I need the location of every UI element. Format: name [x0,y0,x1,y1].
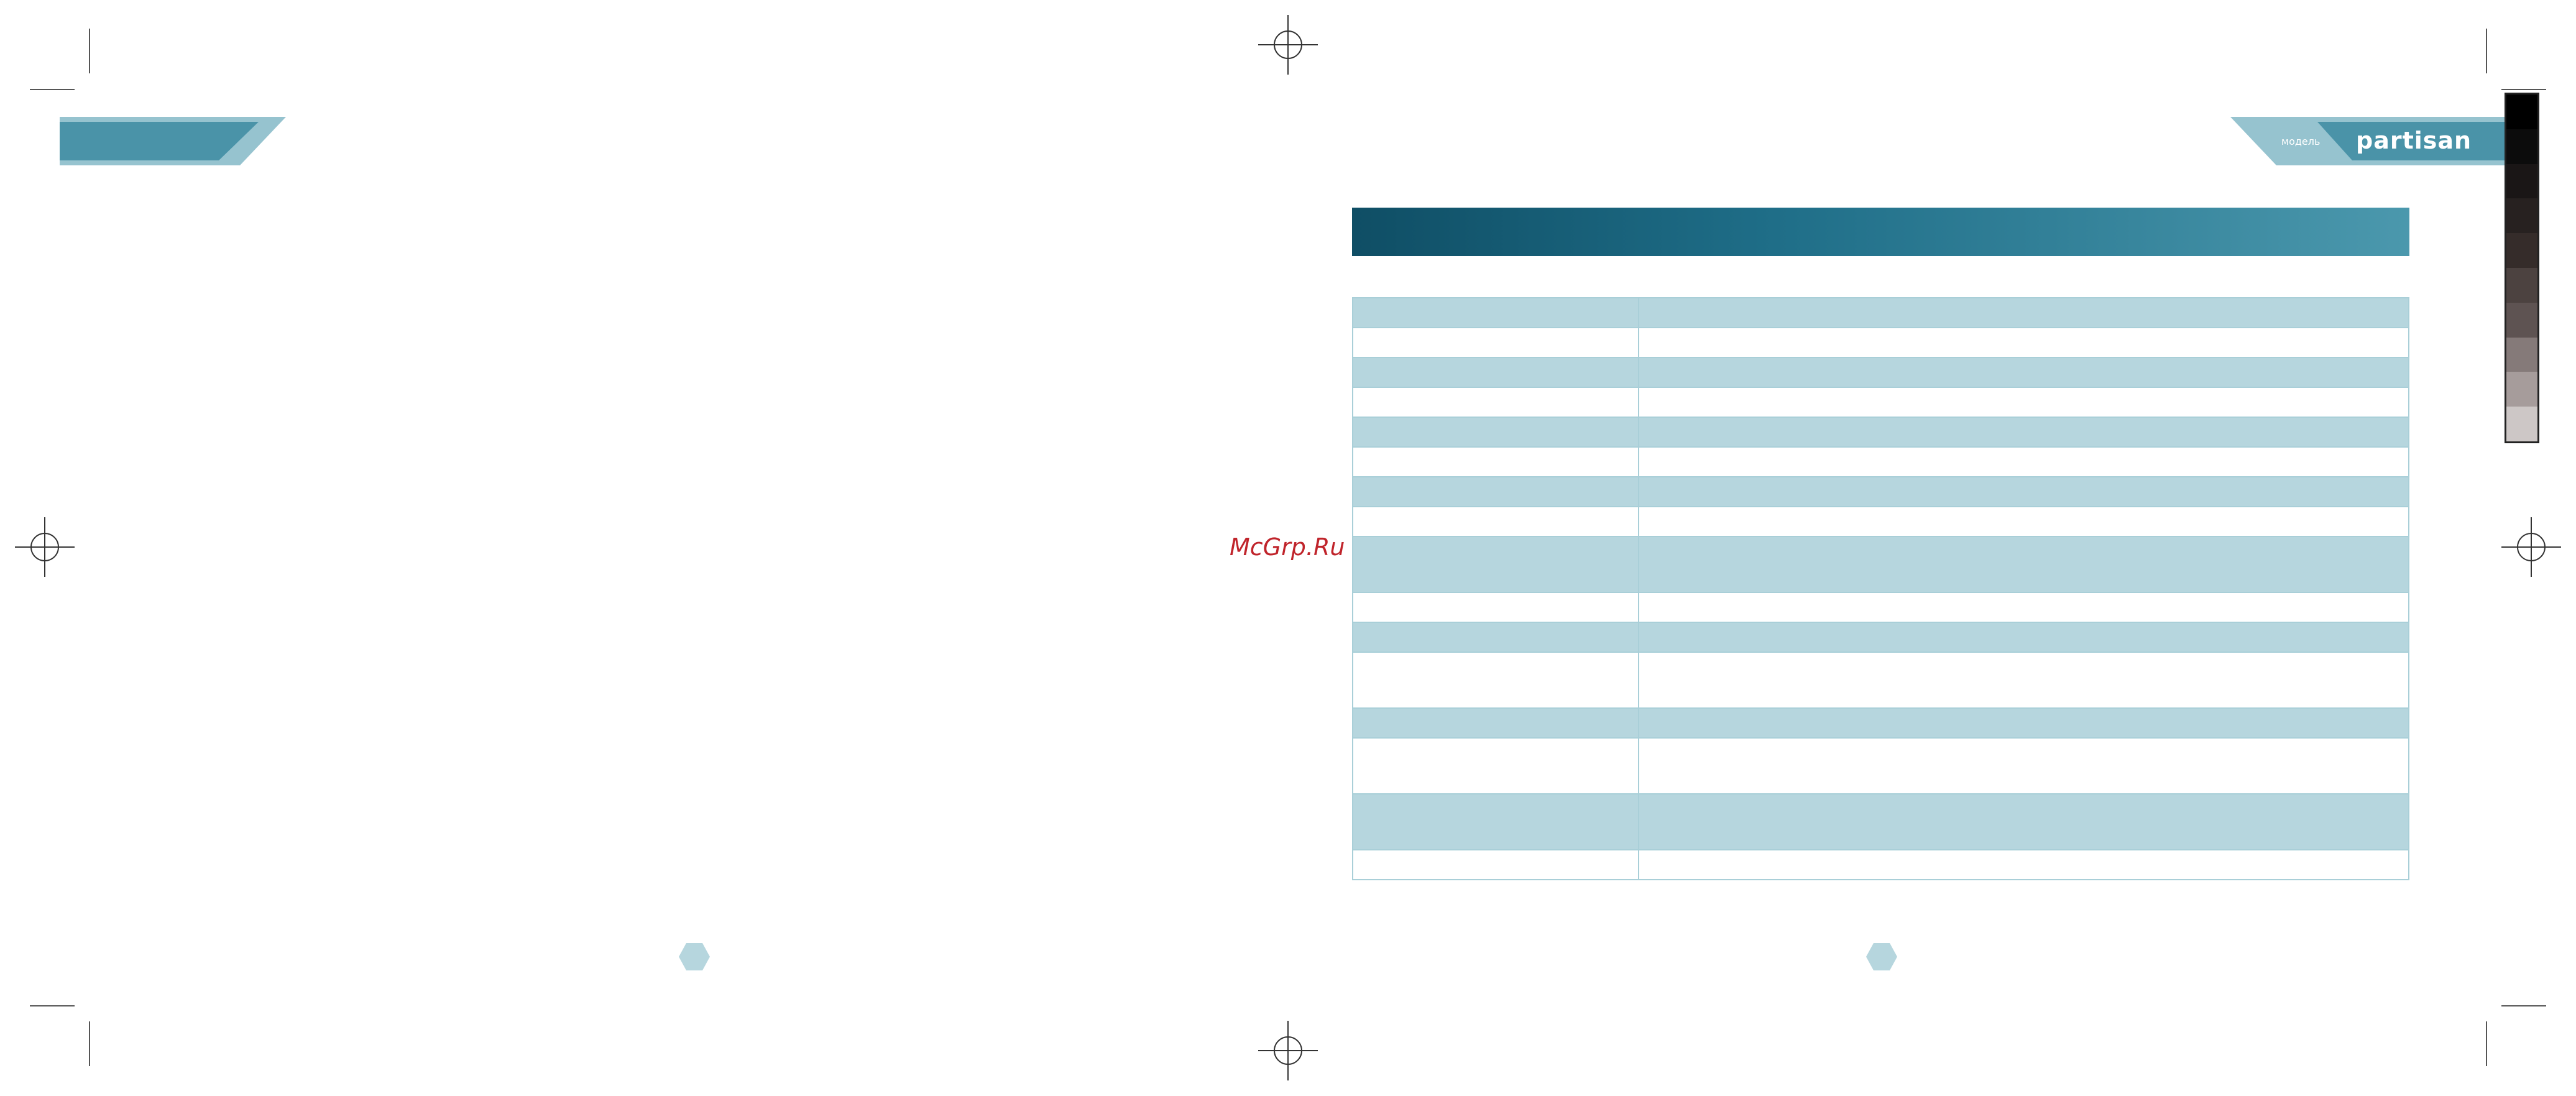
spec-key [1352,327,1639,358]
spec-value [1638,707,2409,739]
spec-key [1352,622,1639,653]
spec-key [1352,506,1639,537]
spec-value [1638,446,2409,477]
spec-key [1352,476,1639,507]
spec-key [1352,417,1639,448]
spec-key [1352,446,1639,477]
crop-mark-top-right-v [2486,29,2487,73]
table-row [1352,592,2409,623]
left-page-number-badge [679,943,710,970]
table-row [1352,793,2409,850]
spec-value [1638,592,2409,623]
spec-key [1352,357,1639,388]
spec-key [1352,707,1639,739]
spec-value [1638,297,2409,328]
color-swatch [2506,372,2537,407]
color-swatch [2506,407,2537,441]
left-header-band [60,117,286,165]
table-row [1352,622,2409,653]
color-swatch [2506,163,2537,199]
spec-key [1352,737,1639,794]
spec-value [1638,476,2409,507]
spec-key [1352,592,1639,623]
section-title-bar [1352,208,2409,256]
table-row [1352,707,2409,739]
table-row [1352,737,2409,794]
spec-key [1352,652,1639,709]
table-row [1352,357,2409,388]
crop-mark-top-left-v [89,29,90,73]
spec-value [1638,506,2409,537]
watermark: McGrp.Ru [1230,533,1345,561]
right-page-number-badge [1866,943,1897,970]
table-row [1352,652,2409,709]
color-swatch [2506,267,2537,303]
registration-mark-right [2501,517,2561,577]
table-row [1352,297,2409,328]
spec-value [1638,793,2409,850]
table-row [1352,327,2409,358]
spec-value [1638,357,2409,388]
registration-mark-top [1258,15,1318,75]
registration-mark-bottom [1258,1021,1318,1080]
spec-key [1352,793,1639,850]
color-swatch [2506,233,2537,268]
spec-value [1638,327,2409,358]
crop-mark-bottom-left-h [30,1005,75,1006]
crop-mark-bottom-right-v [2486,1021,2487,1066]
spec-key [1352,387,1639,418]
crop-mark-top-left-h [30,89,75,90]
crop-mark-bottom-left-v [89,1021,90,1066]
table-row [1352,849,2409,880]
crop-mark-bottom-right-h [2501,1005,2546,1006]
color-swatch [2506,302,2537,338]
spec-value [1638,536,2409,593]
spec-value [1638,737,2409,794]
color-swatch [2506,198,2537,234]
table-row [1352,536,2409,593]
color-swatch [2506,129,2537,164]
registration-mark-left [15,517,75,577]
color-swatch [2506,337,2537,372]
table-row [1352,446,2409,477]
section-title [1352,221,1364,242]
right-header-band [2230,117,2509,165]
spec-key [1352,849,1639,880]
color-calibration-bar [2505,93,2539,443]
crop-mark-top-right-h [2501,89,2546,90]
spec-key [1352,536,1639,593]
table-row [1352,417,2409,448]
brand-logo: partisan [2356,127,2472,154]
table-row [1352,506,2409,537]
table-row [1352,476,2409,507]
specification-table [1352,297,2409,880]
table-row [1352,387,2409,418]
spec-key [1352,297,1639,328]
spec-value [1638,622,2409,653]
spec-value [1638,652,2409,709]
spec-value [1638,387,2409,418]
spec-value [1638,849,2409,880]
color-swatch [2506,94,2537,129]
spec-value [1638,417,2409,448]
model-label: модель [2281,136,2321,147]
